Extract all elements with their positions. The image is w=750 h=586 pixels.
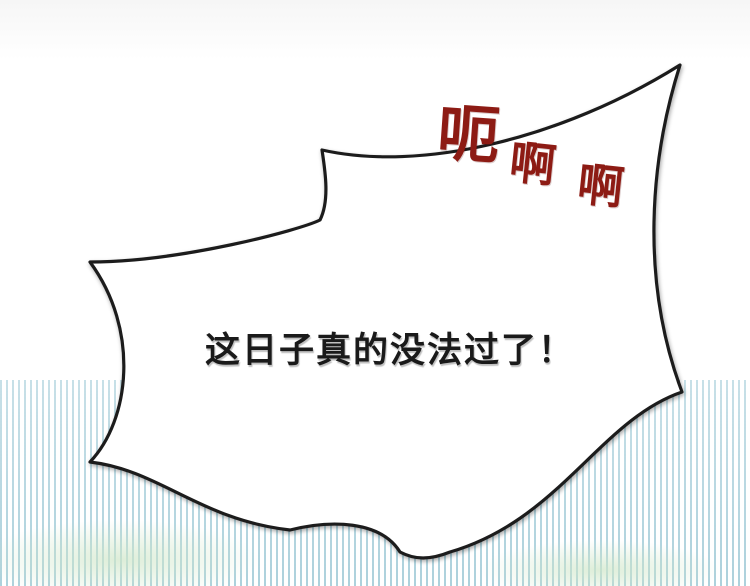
dialogue-text: 这日子真的没法过了！: [204, 331, 575, 371]
sfx-text-a-2: 啊: [574, 156, 627, 216]
sfx-text-a-1: 啊: [506, 134, 559, 194]
sfx-text-e: 呃: [435, 95, 503, 174]
speech-bubble-outline: [88, 63, 684, 560]
